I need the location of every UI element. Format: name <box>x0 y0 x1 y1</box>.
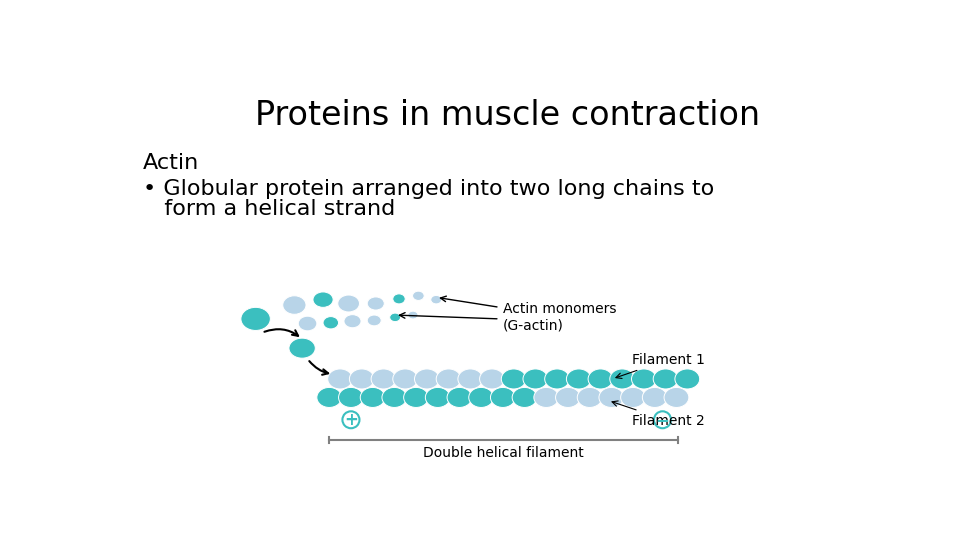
Ellipse shape <box>447 387 472 408</box>
Ellipse shape <box>544 369 569 389</box>
Ellipse shape <box>436 369 461 389</box>
Ellipse shape <box>241 307 271 330</box>
Text: Double helical filament: Double helical filament <box>423 446 584 460</box>
Ellipse shape <box>468 387 493 408</box>
Ellipse shape <box>610 369 635 389</box>
Ellipse shape <box>317 387 342 408</box>
Ellipse shape <box>313 292 333 307</box>
Text: • Globular protein arranged into two long chains to: • Globular protein arranged into two lon… <box>143 179 714 199</box>
Ellipse shape <box>360 387 385 408</box>
Ellipse shape <box>393 294 405 304</box>
Ellipse shape <box>403 387 428 408</box>
Text: Actin: Actin <box>143 153 200 173</box>
Ellipse shape <box>382 387 407 408</box>
Ellipse shape <box>408 311 418 319</box>
Ellipse shape <box>621 387 645 408</box>
Ellipse shape <box>458 369 483 389</box>
Text: −: − <box>656 411 669 429</box>
Ellipse shape <box>324 316 339 329</box>
Ellipse shape <box>368 297 384 310</box>
Ellipse shape <box>425 387 450 408</box>
Ellipse shape <box>393 369 418 389</box>
Ellipse shape <box>344 315 361 328</box>
Ellipse shape <box>588 369 612 389</box>
Ellipse shape <box>480 369 504 389</box>
Text: Proteins in muscle contraction: Proteins in muscle contraction <box>255 99 760 132</box>
Ellipse shape <box>368 315 381 326</box>
Ellipse shape <box>501 369 526 389</box>
Ellipse shape <box>289 338 315 358</box>
Ellipse shape <box>413 291 424 300</box>
Text: Filament 2: Filament 2 <box>612 401 705 428</box>
Ellipse shape <box>534 387 559 408</box>
Ellipse shape <box>512 387 537 408</box>
Ellipse shape <box>664 387 689 408</box>
Ellipse shape <box>577 387 602 408</box>
Ellipse shape <box>491 387 516 408</box>
Ellipse shape <box>632 369 657 389</box>
Ellipse shape <box>338 295 359 312</box>
Ellipse shape <box>566 369 591 389</box>
Text: Actin monomers
(G-actin): Actin monomers (G-actin) <box>503 302 616 332</box>
Ellipse shape <box>372 369 396 389</box>
Text: form a helical strand: form a helical strand <box>143 199 396 219</box>
Ellipse shape <box>283 296 306 314</box>
Ellipse shape <box>642 387 667 408</box>
Ellipse shape <box>431 295 442 304</box>
Ellipse shape <box>390 313 400 322</box>
Ellipse shape <box>299 316 317 331</box>
Ellipse shape <box>339 387 363 408</box>
Ellipse shape <box>415 369 440 389</box>
Ellipse shape <box>349 369 374 389</box>
Text: +: + <box>344 411 358 429</box>
Ellipse shape <box>327 369 352 389</box>
Ellipse shape <box>675 369 700 389</box>
Ellipse shape <box>556 387 581 408</box>
Text: Filament 1: Filament 1 <box>616 353 705 379</box>
Ellipse shape <box>599 387 624 408</box>
Ellipse shape <box>523 369 548 389</box>
Ellipse shape <box>653 369 678 389</box>
